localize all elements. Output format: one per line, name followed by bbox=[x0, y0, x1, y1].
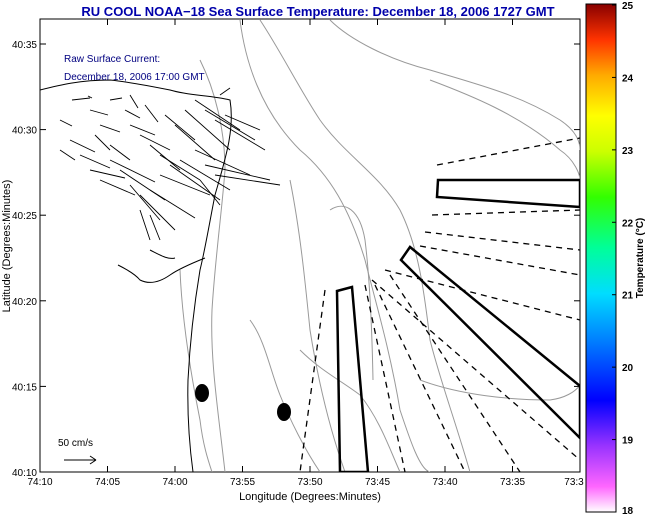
x-tick-label: 73:3 bbox=[564, 477, 584, 488]
radar-sector-dashes bbox=[299, 137, 580, 472]
x-axis: 74:10 74:05 74:00 73:55 73:50 73:45 73:40 73:35… bbox=[27, 19, 584, 488]
x-tick-label: 73:50 bbox=[297, 477, 322, 488]
scale-vector-label: 50 cm/s bbox=[58, 438, 93, 449]
map-plot-area bbox=[39, 18, 581, 473]
x-tick-label: 74:00 bbox=[162, 477, 187, 488]
y-tick-label: 40:35 bbox=[12, 40, 37, 51]
colorbar-tick-label: 18 bbox=[622, 506, 634, 517]
buoy-marker bbox=[195, 384, 209, 402]
y-tick-label: 40:20 bbox=[12, 297, 37, 308]
x-tick-label: 74:10 bbox=[27, 477, 52, 488]
colorbar-tick-label: 22 bbox=[622, 218, 634, 229]
x-axis-label: Longitude (Degrees:Minutes) bbox=[239, 491, 381, 503]
surface-current-vectors bbox=[59, 87, 281, 241]
map-title: RU COOL NOAA−18 Sea Surface Temperature:… bbox=[81, 4, 554, 19]
buoy-marker bbox=[277, 403, 291, 421]
x-tick-label: 73:45 bbox=[365, 477, 390, 488]
y-axis: 40:35 40:30 40:25 40:20 40:15 40:10 bbox=[12, 40, 580, 479]
y-axis-label: Latitude (Degrees:Minutes) bbox=[1, 180, 13, 313]
x-tick-label: 74:05 bbox=[95, 477, 120, 488]
colorbar-tick-label: 19 bbox=[622, 436, 634, 447]
y-tick-label: 40:10 bbox=[12, 468, 37, 479]
colorbar-tick-label: 20 bbox=[622, 363, 634, 374]
colorbar-label: Temperature (°C) bbox=[635, 218, 646, 299]
current-label-line2: December 18, 2006 17:00 GMT bbox=[64, 72, 205, 83]
colorbar-tick-label: 23 bbox=[622, 146, 634, 157]
colorbar-tick-label: 21 bbox=[622, 291, 634, 302]
site-polygons bbox=[335, 178, 580, 472]
y-tick-label: 40:30 bbox=[12, 126, 37, 137]
colorbar-tick-label: 24 bbox=[622, 73, 634, 84]
colorbar-tick-label: 25 bbox=[622, 1, 634, 12]
scale-vector-arrow bbox=[64, 455, 97, 465]
coastline-contour bbox=[40, 79, 232, 472]
colorbar bbox=[585, 3, 617, 513]
colorbar-ticks: 25 24 23 22 21 20 19 18 bbox=[612, 1, 634, 517]
y-tick-label: 40:25 bbox=[12, 211, 37, 222]
x-tick-label: 73:35 bbox=[500, 477, 525, 488]
current-label-line1: Raw Surface Current: bbox=[64, 54, 160, 65]
y-tick-label: 40:15 bbox=[12, 382, 37, 393]
x-tick-label: 73:40 bbox=[432, 477, 457, 488]
x-tick-label: 73:55 bbox=[230, 477, 255, 488]
